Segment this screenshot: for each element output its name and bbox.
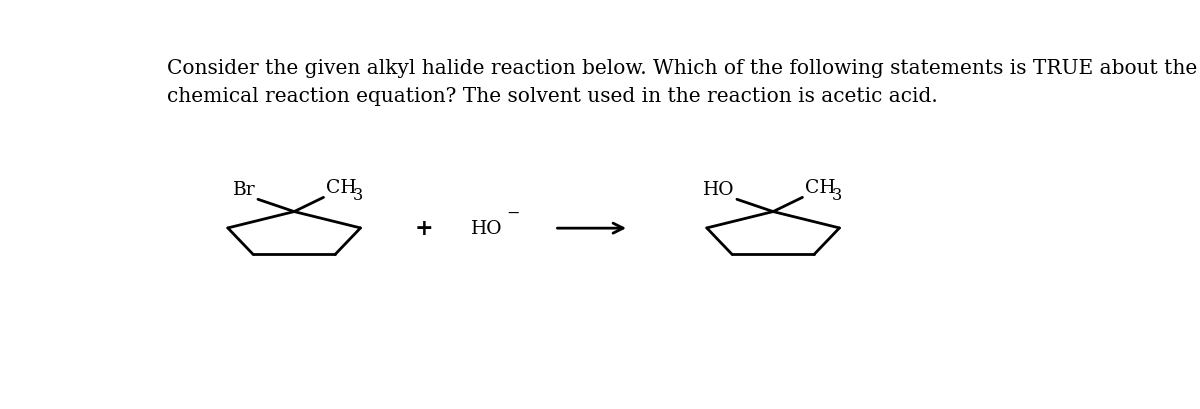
Text: CH: CH: [805, 178, 836, 196]
Text: 3: 3: [832, 186, 841, 203]
Text: 3: 3: [353, 186, 362, 203]
Text: HO: HO: [703, 180, 734, 198]
Text: CH: CH: [326, 178, 356, 196]
Text: Br: Br: [233, 180, 256, 198]
Text: HO: HO: [470, 220, 503, 238]
Text: +: +: [415, 218, 433, 240]
Text: Consider the given alkyl halide reaction below. Which of the following statement: Consider the given alkyl halide reaction…: [167, 58, 1196, 106]
Text: −: −: [506, 204, 520, 221]
